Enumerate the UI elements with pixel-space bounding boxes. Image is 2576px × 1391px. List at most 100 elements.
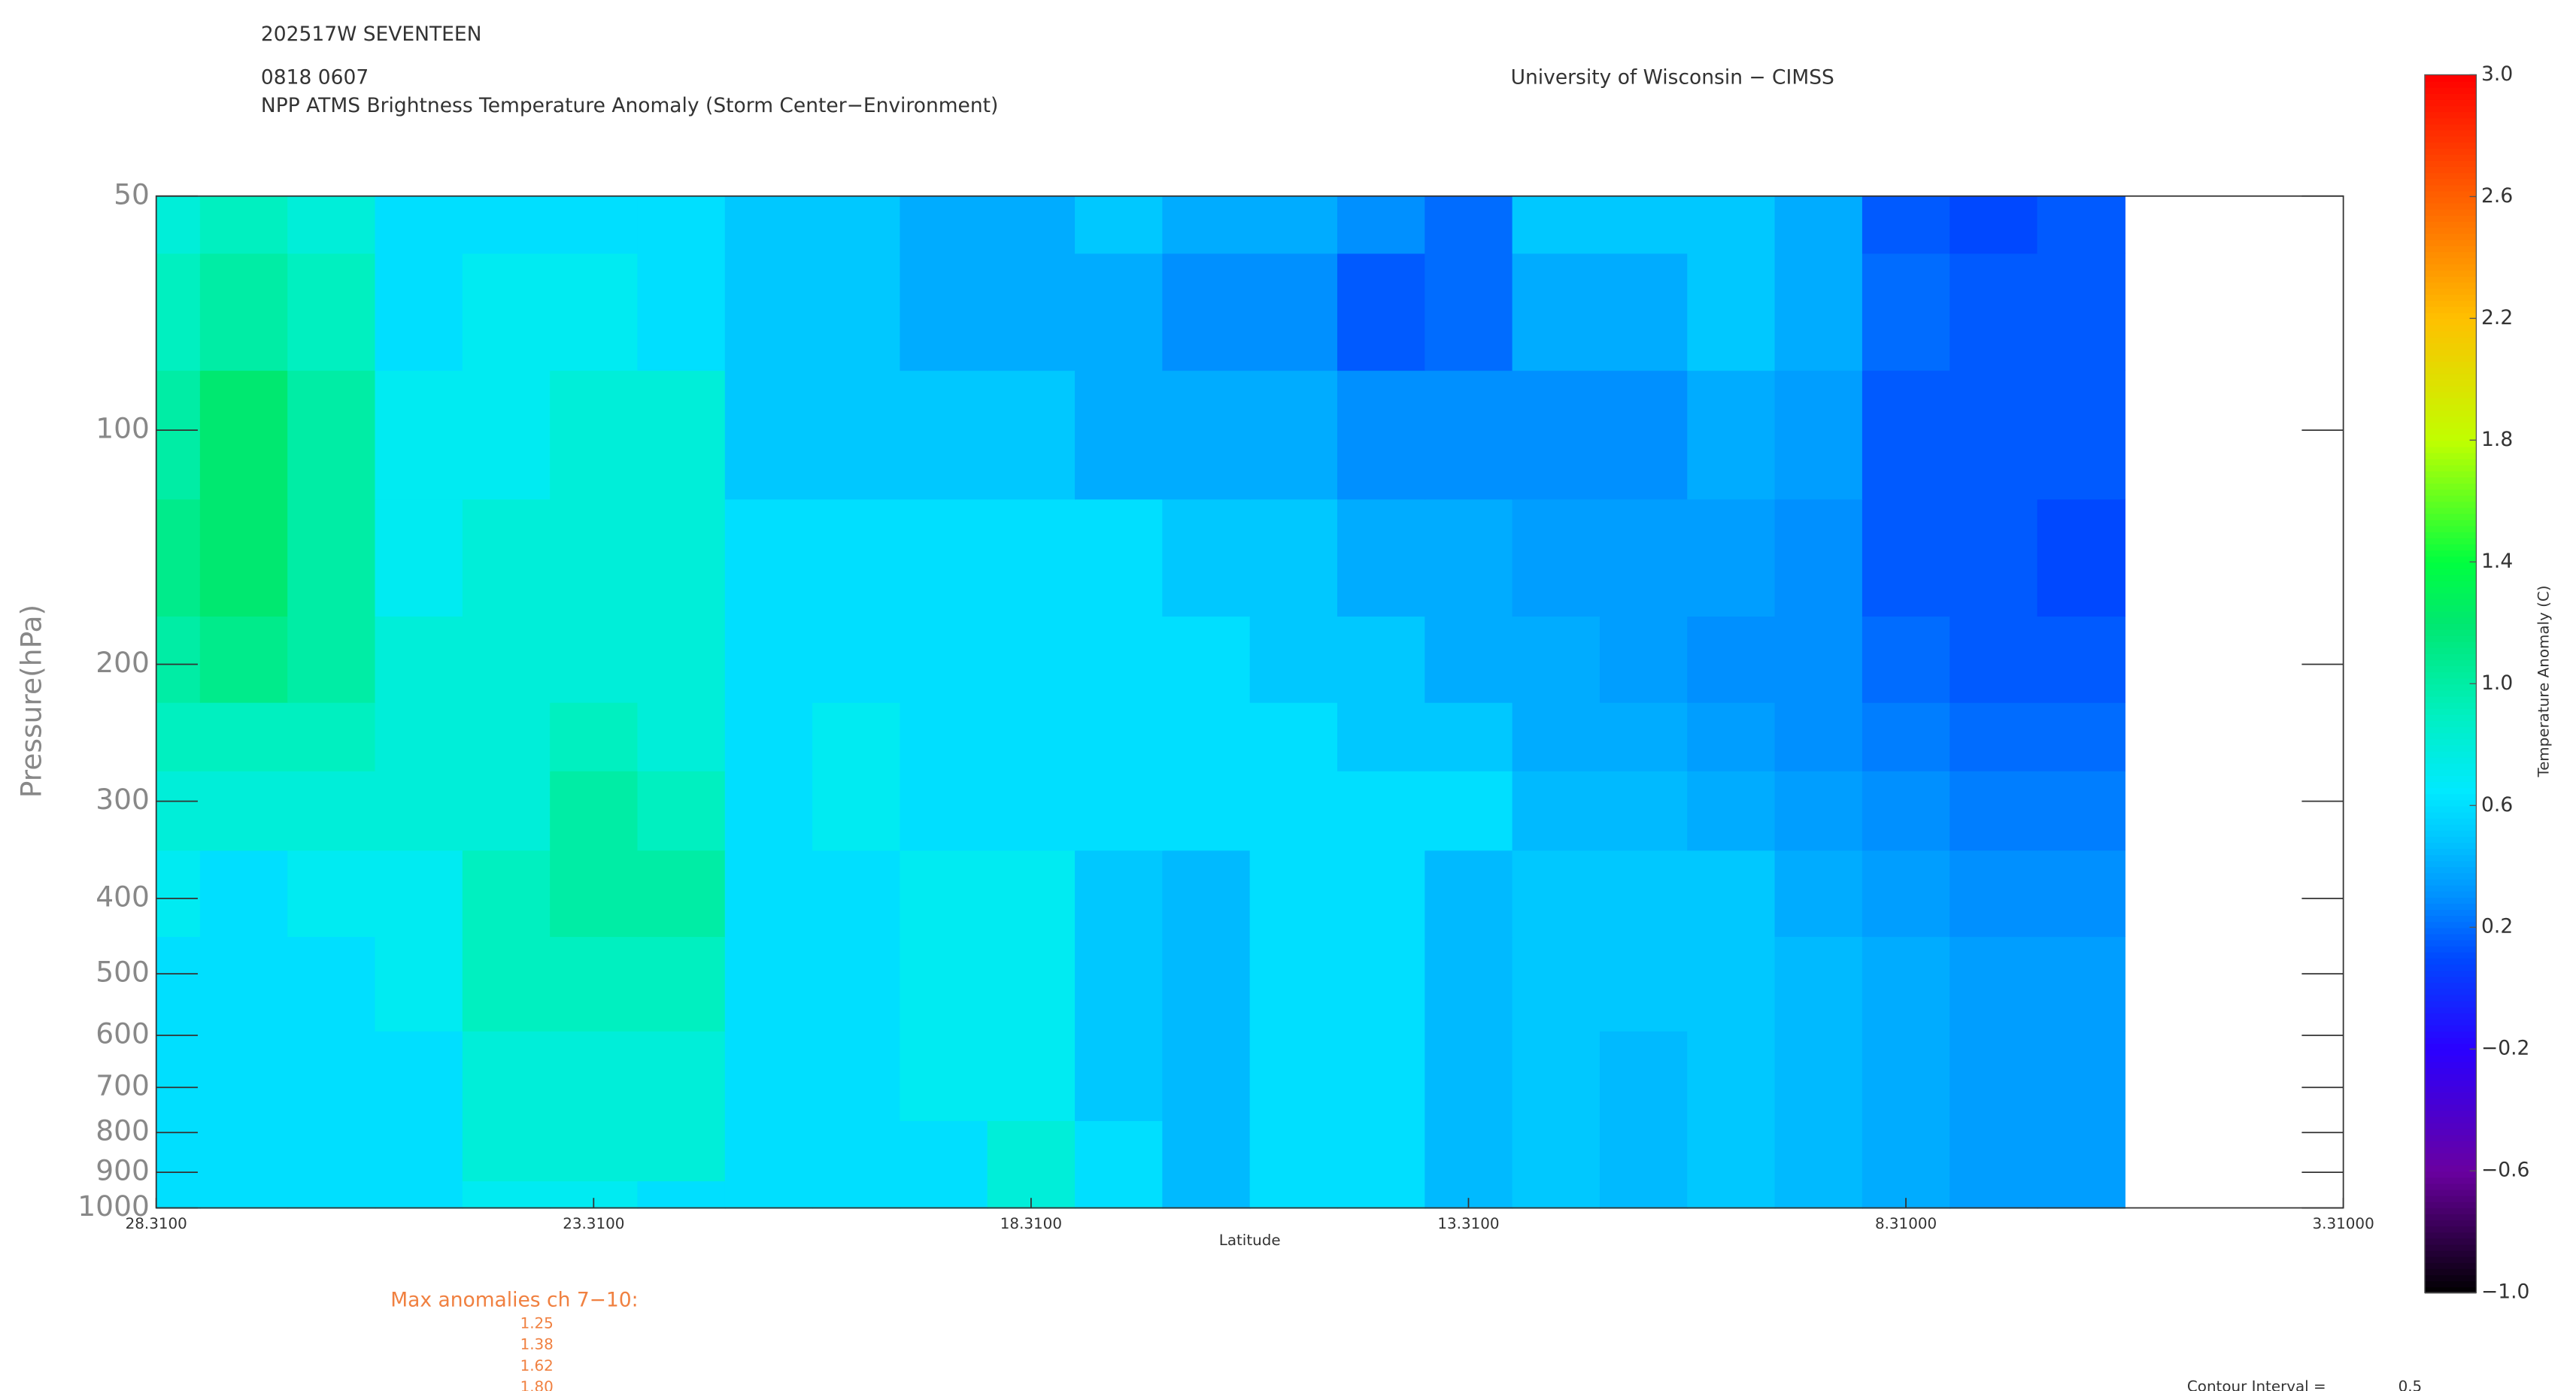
- x-tick-label: 13.3100: [1437, 1215, 1499, 1232]
- contour-cell: [462, 1030, 551, 1121]
- y-tick-label: 900: [96, 1154, 150, 1187]
- colorbar-swatch: [2424, 1146, 2477, 1153]
- colorbar-swatch: [2424, 1073, 2477, 1080]
- colorbar-swatch: [2424, 385, 2477, 392]
- colorbar-swatch: [2424, 683, 2477, 691]
- contour-cell: [1861, 1120, 1951, 1182]
- contour-cell: [2037, 1030, 2125, 1121]
- contour-cell: [2037, 770, 2125, 851]
- contour-cell: [1599, 770, 1689, 851]
- y-tick-label: 1000: [77, 1189, 150, 1223]
- contour-cell: [1075, 850, 1164, 938]
- colorbar-swatch: [2424, 257, 2477, 265]
- contour-cell: [900, 702, 988, 771]
- contour-cell: [1949, 770, 2038, 851]
- contour-cell: [1249, 195, 1339, 254]
- contour-cell: [812, 770, 901, 851]
- colorbar-swatch: [2424, 312, 2477, 320]
- colorbar-tick-label: 0.2: [2481, 915, 2513, 938]
- contour-cell: [724, 935, 814, 1032]
- contour-cell: [637, 615, 726, 703]
- contour-cell: [1075, 499, 1164, 617]
- colorbar-swatch: [2424, 147, 2477, 155]
- colorbar-swatch: [2424, 214, 2477, 222]
- colorbar-swatch: [2424, 525, 2477, 532]
- x-tick-label: 3.31000: [2313, 1215, 2374, 1232]
- contour-cell: [199, 615, 289, 703]
- contour-cell: [1774, 702, 1864, 771]
- colorbar-swatch: [2424, 275, 2477, 283]
- contour-cell: [900, 1030, 988, 1121]
- contour-cell: [1687, 195, 1776, 254]
- colorbar-swatch: [2424, 397, 2477, 405]
- x-axis-label: Latitude: [1219, 1232, 1281, 1249]
- contour-cell: [375, 850, 463, 938]
- colorbar-swatch: [2424, 623, 2477, 630]
- colorbar-swatch: [2424, 750, 2477, 758]
- contour-cell: [375, 770, 463, 851]
- colorbar-swatch: [2424, 178, 2477, 186]
- colorbar-swatch: [2424, 671, 2477, 679]
- colorbar-swatch: [2424, 379, 2477, 386]
- contour-cell: [1337, 253, 1426, 371]
- colorbar-tick-label: 1.8: [2481, 428, 2513, 451]
- contour-cell: [462, 499, 551, 617]
- contour-cell: [637, 935, 726, 1032]
- contour-cell: [1687, 615, 1776, 703]
- colorbar-swatch: [2424, 111, 2477, 119]
- contour-cell: [156, 499, 201, 617]
- contour-cell: [637, 1180, 726, 1209]
- contour-cell: [1512, 702, 1601, 771]
- colorbar-swatch: [2424, 470, 2477, 478]
- datetime: 0818 0607: [261, 65, 369, 89]
- colorbar-swatch: [2424, 74, 2477, 82]
- contour-cell: [550, 702, 639, 771]
- colorbar-swatch: [2424, 1201, 2477, 1208]
- colorbar-swatch: [2424, 434, 2477, 441]
- contour-cell: [287, 499, 376, 617]
- contour-cell: [1337, 1030, 1426, 1121]
- contour-cell: [1861, 1030, 1951, 1121]
- contour-cell: [987, 935, 1076, 1032]
- contour-cell: [287, 615, 376, 703]
- contour-cell: [199, 935, 289, 1032]
- colorbar-swatch: [2424, 957, 2477, 965]
- contour-cell: [1512, 1180, 1601, 1209]
- colorbar-swatch: [2424, 629, 2477, 636]
- colorbar-swatch: [2424, 1274, 2477, 1282]
- colorbar-swatch: [2424, 519, 2477, 526]
- contour-cell: [637, 1120, 726, 1182]
- colorbar-swatch: [2424, 988, 2477, 996]
- contour-cell: [1599, 615, 1689, 703]
- colorbar-swatch: [2424, 202, 2477, 210]
- contour-cell: [1249, 499, 1339, 617]
- colorbar-swatch: [2424, 1165, 2477, 1172]
- contour-cell: [812, 195, 901, 254]
- colorbar-swatch: [2424, 562, 2477, 569]
- contour-cell: [1512, 770, 1601, 851]
- contour-cell: [287, 935, 376, 1032]
- contour-cell: [1337, 1180, 1426, 1209]
- colorbar-tick-label: 1.4: [2481, 550, 2513, 573]
- contour-cell: [987, 1120, 1076, 1182]
- contour-interval-label: Contour Interval =: [2187, 1378, 2326, 1391]
- contour-cell: [900, 253, 988, 371]
- contour-cell: [462, 195, 551, 254]
- contour-cell: [199, 1030, 289, 1121]
- contour-cell: [1774, 615, 1864, 703]
- colorbar-swatch: [2424, 92, 2477, 100]
- contour-cell: [287, 370, 376, 500]
- colorbar-swatch: [2424, 422, 2477, 429]
- contour-cell: [1075, 702, 1164, 771]
- contour-cell: [2037, 935, 2125, 1032]
- contour-cell: [1337, 935, 1426, 1032]
- contour-cell: [1599, 935, 1689, 1032]
- max-anomalies-title: Max anomalies ch 7−10:: [390, 1289, 638, 1312]
- colorbar-swatch: [2424, 860, 2477, 868]
- colorbar-swatch: [2424, 805, 2477, 813]
- colorbar-swatch: [2424, 452, 2477, 459]
- subtitle: NPP ATMS Brightness Temperature Anomaly …: [261, 94, 998, 117]
- contour-cell: [462, 770, 551, 851]
- contour-cell: [375, 370, 463, 500]
